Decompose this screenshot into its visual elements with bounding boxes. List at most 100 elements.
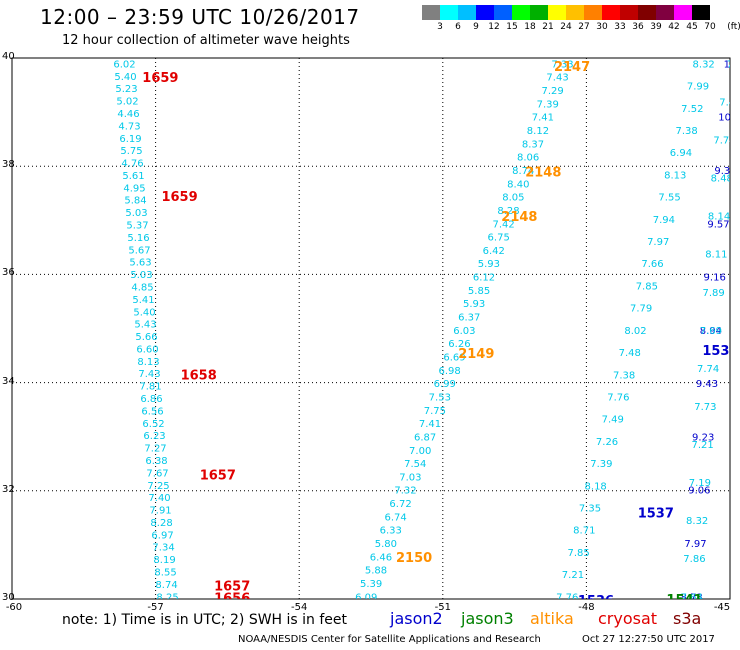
wave-height-value: 9.16 [704, 273, 726, 284]
wave-height-value: 6.87 [414, 432, 436, 443]
wave-height-value: 7.48 [619, 348, 641, 359]
x-axis-tick-label: -45 [713, 602, 731, 613]
wave-height-value: 7.86 [683, 554, 705, 565]
colorbar-tick-label: 30 [596, 22, 608, 32]
y-axis-tick-label: 32 [2, 483, 15, 495]
wave-height-value: 4.95 [123, 183, 145, 194]
colorbar-swatch [674, 5, 692, 20]
pass-time-label: 1537 [638, 506, 674, 521]
wave-height-value: 8.13 [664, 170, 686, 181]
colorbar-tick-label: 27 [578, 22, 590, 32]
wave-height-value: 8.73 [681, 592, 703, 603]
wave-height-value: 9.43 [696, 379, 718, 390]
pass-time-label: 2148 [525, 166, 561, 181]
wave-height-value: 7.55 [658, 193, 680, 204]
wave-height-value: 7.81 [139, 382, 161, 393]
legend-item-cryosat: cryosat [598, 609, 658, 628]
wave-height-value: 5.75 [120, 146, 142, 157]
colorbar-swatch [494, 5, 512, 20]
wave-height-value: 7.89 [702, 288, 724, 299]
wave-height-value: 4.76 [121, 159, 143, 170]
colorbar-swatch [422, 5, 440, 20]
wave-height-value: 8.37 [522, 139, 544, 150]
wave-height-value: 7.00 [409, 446, 431, 457]
colorbar-tick-label: 6 [455, 22, 461, 32]
wave-height-value: 8.18 [585, 481, 607, 492]
wave-height-value: 5.16 [127, 233, 149, 244]
colorbar-swatch [692, 5, 710, 20]
credit-line: NOAA/NESDIS Center for Satellite Applica… [238, 634, 541, 645]
y-axis-tick-label: 30 [2, 592, 15, 603]
colorbar-swatch [602, 5, 620, 20]
page-title: 12:00 – 23:59 UTC 10/26/2017 [40, 5, 360, 29]
wave-height-value: 8.74 [155, 580, 177, 591]
footnote: note: 1) Time is in UTC; 2) SWH is in fe… [62, 612, 348, 628]
page-subtitle: 12 hour collection of altimeter wave hei… [62, 33, 350, 48]
wave-height-value: 9.23 [692, 432, 714, 443]
y-axis-tick-label: 38 [2, 159, 15, 171]
colorbar-swatch [476, 5, 494, 20]
wave-height-value: 6.33 [380, 526, 402, 537]
wave-height-value: 7.41 [532, 113, 554, 124]
y-axis-tick-label: 40 [2, 51, 15, 62]
wave-height-value: 7.34 [152, 543, 174, 554]
wave-height-value: 8.14 [708, 212, 730, 223]
wave-height-value: 7.97 [684, 539, 706, 550]
wave-height-value: 8.48 [711, 174, 733, 185]
x-axis-tick-label: -57 [147, 602, 164, 613]
generated-timestamp: Oct 27 12:27:50 UTC 2017 [582, 634, 715, 645]
wave-height-value: 6.38 [145, 456, 167, 467]
colorbar-tick-label: 18 [524, 22, 536, 32]
wave-height-value: 7 [727, 59, 733, 70]
wave-height-value: 7.19 [689, 478, 711, 489]
wave-height-value: 8.19 [153, 555, 175, 566]
wave-height-value: 6.72 [389, 499, 411, 510]
colorbar-swatch [566, 5, 584, 20]
wave-height-value: 8.28 [150, 518, 172, 529]
legend-item-jason3: jason3 [461, 609, 514, 628]
wave-height-value: 5.67 [128, 245, 150, 256]
wave-height-value: 7.67 [146, 468, 168, 479]
wave-height-value: 7.35 [579, 503, 601, 514]
wave-height-value: 6.37 [458, 313, 480, 324]
wave-height-value: 7.75 [424, 406, 446, 417]
wave-height-value: 7.39 [590, 459, 612, 470]
wave-height-value: 5.85 [468, 286, 490, 297]
colorbar-swatch [512, 5, 530, 20]
wave-height-value: 4.85 [131, 282, 153, 293]
wave-height-value: 8.32 [693, 59, 715, 70]
wave-height-value: 4.46 [117, 109, 139, 120]
pass-time-label: 2150 [396, 551, 432, 566]
wave-height-value: 5.80 [375, 539, 397, 550]
wave-height-value: 7.91 [149, 506, 171, 517]
colorbar-swatch [440, 5, 458, 20]
wave-height-value: 7.85 [636, 281, 658, 292]
wave-height-value: 9.06 [688, 486, 710, 497]
colorbar-swatch [584, 5, 602, 20]
wave-height-value: 7.43 [546, 73, 568, 84]
colorbar-tick-label: 33 [614, 22, 626, 32]
colorbar-swatch [458, 5, 476, 20]
wave-height-value: 6.19 [119, 134, 141, 145]
wave-height-value: 7.97 [647, 237, 669, 248]
wave-height-value: 8.74 [512, 166, 534, 177]
wave-height-value: 7.66 [641, 259, 663, 270]
pass-time-label: 1536 [578, 594, 614, 609]
colorbar-tick-label: 21 [542, 22, 554, 32]
colorbar-tick-label: 15 [506, 22, 518, 32]
wave-height-value: 7.29 [542, 86, 564, 97]
track-values: 6.025.405.235.024.464.736.195.754.765.61… [113, 59, 733, 609]
wave-height-value: 6.86 [140, 394, 162, 405]
wave-height-value: 7.26 [596, 437, 618, 448]
colorbar-swatch [620, 5, 638, 20]
wave-height-value: 8.12 [527, 126, 549, 137]
wave-height-value: 7.76 [556, 592, 578, 603]
colorbar-tick-label: 36 [632, 22, 644, 32]
wave-height-value: 9.3 [714, 166, 730, 177]
y-axis-tick-label: 36 [2, 267, 15, 279]
wave-height-value: 5.39 [360, 579, 382, 590]
wave-height-value: 5.02 [116, 97, 138, 108]
colorbar-tick-label: 9 [473, 22, 479, 32]
wave-height-value: 8.71 [573, 526, 595, 537]
